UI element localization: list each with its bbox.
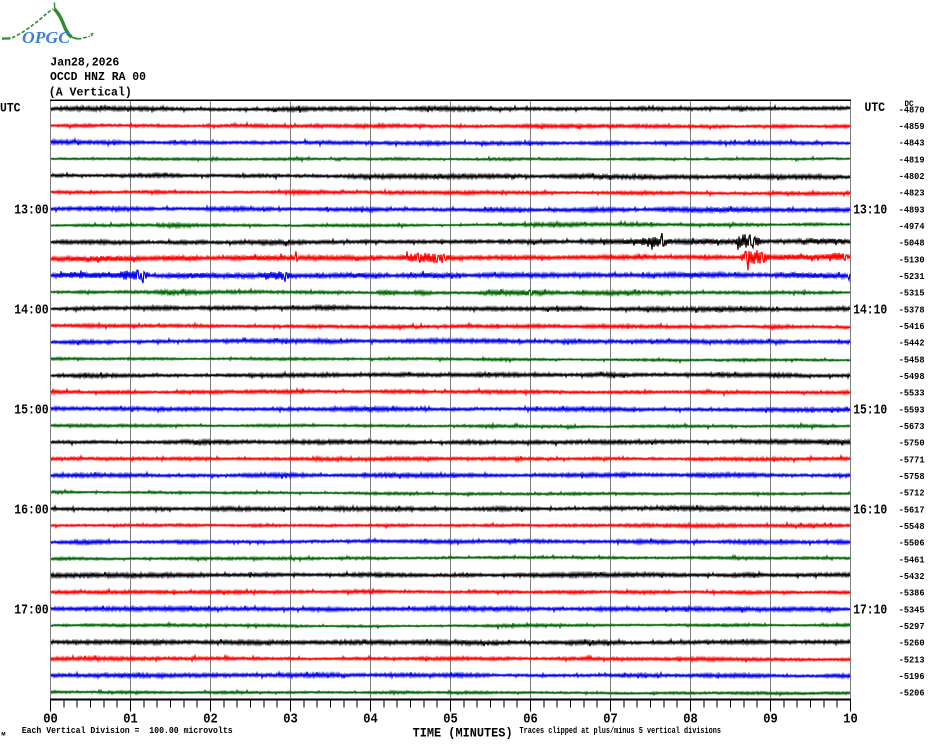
svg-text:-5260: -5260 — [899, 638, 925, 649]
svg-text:-5231: -5231 — [899, 271, 925, 282]
svg-text:-5378: -5378 — [899, 304, 925, 315]
svg-text:-5416: -5416 — [899, 321, 925, 332]
svg-text:-4819: -4819 — [899, 154, 925, 165]
svg-text:Jan28,2026: Jan28,2026 — [50, 56, 119, 70]
svg-text:-4870: -4870 — [899, 104, 925, 115]
svg-text:-5315: -5315 — [899, 288, 925, 299]
svg-text:-4823: -4823 — [899, 188, 925, 199]
svg-text:-5712: -5712 — [899, 488, 925, 499]
svg-text:-5506: -5506 — [899, 538, 925, 549]
svg-text:-5461: -5461 — [899, 554, 925, 565]
svg-text:UTC: UTC — [865, 100, 886, 115]
svg-text:-5442: -5442 — [899, 338, 925, 349]
svg-text:10: 10 — [843, 712, 858, 727]
svg-text:04: 04 — [363, 712, 378, 727]
svg-text:-5048: -5048 — [899, 238, 925, 249]
svg-text:-4802: -4802 — [899, 171, 925, 182]
svg-text:TIME (MINUTES): TIME (MINUTES) — [413, 726, 513, 741]
svg-text:-5533: -5533 — [899, 388, 925, 399]
svg-text:OCCD HNZ RA 00: OCCD HNZ RA 00 — [50, 70, 146, 84]
svg-text:09: 09 — [763, 712, 778, 727]
svg-text:-4859: -4859 — [899, 121, 925, 132]
svg-text:02: 02 — [203, 712, 218, 727]
svg-text:-5386: -5386 — [899, 588, 925, 599]
svg-text:03: 03 — [283, 712, 298, 727]
svg-text:14:00: 14:00 — [14, 304, 49, 319]
svg-text:-5206: -5206 — [899, 688, 925, 699]
svg-text:-5771: -5771 — [899, 454, 925, 465]
svg-text:-5213: -5213 — [899, 654, 925, 665]
svg-text:ᴍ: ᴍ — [2, 731, 6, 738]
svg-text:-5548: -5548 — [899, 521, 925, 532]
svg-text:-5432: -5432 — [899, 571, 925, 582]
svg-text:06: 06 — [523, 712, 538, 727]
svg-text:DC: DC — [905, 99, 914, 109]
svg-text:00: 00 — [43, 712, 58, 727]
svg-text:UTC: UTC — [0, 101, 21, 116]
svg-text:-5297: -5297 — [899, 621, 925, 632]
svg-text:-5593: -5593 — [899, 404, 925, 415]
svg-text:15:10: 15:10 — [853, 404, 887, 419]
svg-text:-4974: -4974 — [899, 221, 925, 232]
svg-text:17:10: 17:10 — [853, 604, 887, 619]
svg-text:-5750: -5750 — [899, 438, 925, 449]
svg-text:-5498: -5498 — [899, 371, 925, 382]
svg-text:OPGC: OPGC — [22, 28, 71, 47]
svg-text:01: 01 — [123, 712, 138, 727]
svg-text:07: 07 — [603, 712, 618, 727]
svg-text:-4893: -4893 — [899, 204, 925, 215]
svg-text:13:00: 13:00 — [14, 204, 49, 219]
svg-text:-5345: -5345 — [899, 604, 925, 615]
svg-text:-5130: -5130 — [899, 254, 925, 265]
svg-text:-5196: -5196 — [899, 671, 925, 682]
svg-text:-4843: -4843 — [899, 138, 925, 149]
svg-text:16:00: 16:00 — [14, 504, 49, 519]
svg-text:-5673: -5673 — [899, 421, 925, 432]
svg-text:Traces clipped at plus/minus 5: Traces clipped at plus/minus 5 vertical … — [520, 726, 722, 736]
svg-text:-5458: -5458 — [899, 354, 925, 365]
svg-text:17:00: 17:00 — [14, 604, 49, 619]
svg-text:Each Vertical Division = 100.: Each Vertical Division = 100.00 microvol… — [22, 726, 233, 736]
svg-text:-5617: -5617 — [899, 504, 925, 515]
svg-text:15:00: 15:00 — [14, 404, 49, 419]
svg-text:14:10: 14:10 — [853, 304, 887, 319]
svg-text:13:10: 13:10 — [853, 204, 887, 219]
svg-text:08: 08 — [683, 712, 698, 727]
svg-text:05: 05 — [443, 712, 458, 727]
svg-text:-5758: -5758 — [899, 471, 925, 482]
svg-text:(A Vertical): (A Vertical) — [49, 85, 132, 99]
svg-text:16:10: 16:10 — [853, 504, 887, 519]
